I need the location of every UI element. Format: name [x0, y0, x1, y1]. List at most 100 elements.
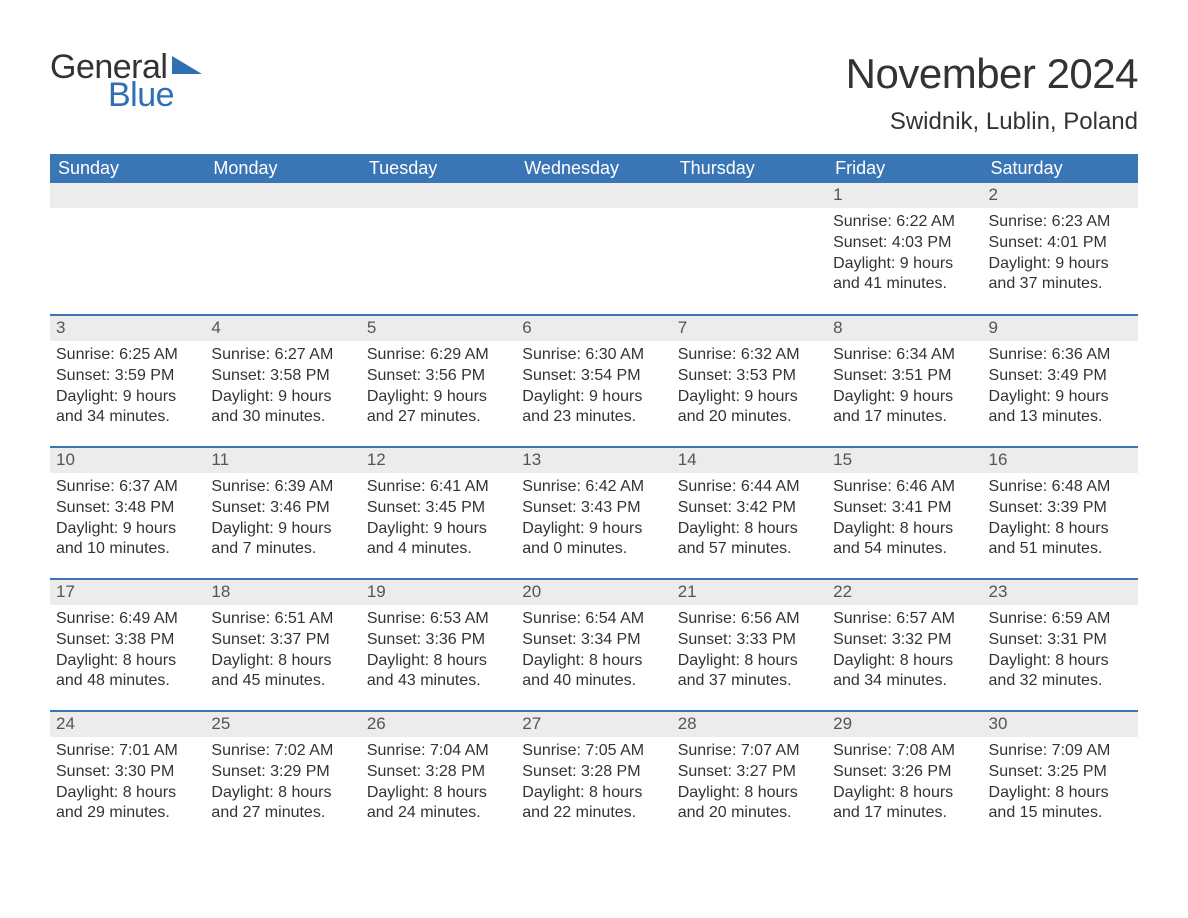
day-dl2: and 7 minutes.	[211, 539, 354, 560]
day-details: Sunrise: 7:07 AMSunset: 3:27 PMDaylight:…	[672, 737, 827, 832]
day-dl1: Daylight: 9 hours	[211, 387, 354, 408]
calendar-day-cell: 11Sunrise: 6:39 AMSunset: 3:46 PMDayligh…	[205, 447, 360, 579]
day-dl1: Daylight: 9 hours	[522, 387, 665, 408]
day-sunrise: Sunrise: 6:41 AM	[367, 477, 510, 498]
day-number-empty	[672, 183, 827, 208]
day-dl2: and 32 minutes.	[989, 671, 1132, 692]
day-number: 9	[983, 316, 1138, 341]
day-sunrise: Sunrise: 6:59 AM	[989, 609, 1132, 630]
day-number: 26	[361, 712, 516, 737]
day-sunset: Sunset: 3:53 PM	[678, 366, 821, 387]
day-number: 3	[50, 316, 205, 341]
day-details: Sunrise: 6:57 AMSunset: 3:32 PMDaylight:…	[827, 605, 982, 700]
day-dl1: Daylight: 8 hours	[56, 783, 199, 804]
calendar-day-cell	[516, 183, 671, 315]
day-dl2: and 15 minutes.	[989, 803, 1132, 824]
day-dl2: and 30 minutes.	[211, 407, 354, 428]
day-number: 28	[672, 712, 827, 737]
day-details: Sunrise: 6:29 AMSunset: 3:56 PMDaylight:…	[361, 341, 516, 436]
day-details: Sunrise: 7:01 AMSunset: 3:30 PMDaylight:…	[50, 737, 205, 832]
col-header: Tuesday	[361, 154, 516, 183]
day-number: 12	[361, 448, 516, 473]
calendar-day-cell: 21Sunrise: 6:56 AMSunset: 3:33 PMDayligh…	[672, 579, 827, 711]
calendar-day-cell: 18Sunrise: 6:51 AMSunset: 3:37 PMDayligh…	[205, 579, 360, 711]
col-header: Wednesday	[516, 154, 671, 183]
day-dl2: and 34 minutes.	[833, 671, 976, 692]
day-number: 16	[983, 448, 1138, 473]
day-number: 27	[516, 712, 671, 737]
day-sunrise: Sunrise: 6:36 AM	[989, 345, 1132, 366]
day-number-empty	[361, 183, 516, 208]
day-sunset: Sunset: 3:29 PM	[211, 762, 354, 783]
day-number: 1	[827, 183, 982, 208]
day-dl1: Daylight: 9 hours	[989, 387, 1132, 408]
day-sunrise: Sunrise: 7:05 AM	[522, 741, 665, 762]
calendar-day-cell: 1Sunrise: 6:22 AMSunset: 4:03 PMDaylight…	[827, 183, 982, 315]
day-sunrise: Sunrise: 6:51 AM	[211, 609, 354, 630]
day-number: 24	[50, 712, 205, 737]
day-details: Sunrise: 6:23 AMSunset: 4:01 PMDaylight:…	[983, 208, 1138, 303]
day-details: Sunrise: 6:22 AMSunset: 4:03 PMDaylight:…	[827, 208, 982, 303]
day-sunset: Sunset: 3:37 PM	[211, 630, 354, 651]
day-number: 2	[983, 183, 1138, 208]
day-sunrise: Sunrise: 6:22 AM	[833, 212, 976, 233]
calendar-body: 1Sunrise: 6:22 AMSunset: 4:03 PMDaylight…	[50, 183, 1138, 843]
col-header: Thursday	[672, 154, 827, 183]
day-dl1: Daylight: 8 hours	[833, 783, 976, 804]
day-sunrise: Sunrise: 6:29 AM	[367, 345, 510, 366]
calendar-day-cell: 22Sunrise: 6:57 AMSunset: 3:32 PMDayligh…	[827, 579, 982, 711]
calendar-day-cell: 30Sunrise: 7:09 AMSunset: 3:25 PMDayligh…	[983, 711, 1138, 843]
day-dl2: and 48 minutes.	[56, 671, 199, 692]
page-header: General Blue November 2024 Swidnik, Lubl…	[50, 50, 1138, 136]
day-dl2: and 23 minutes.	[522, 407, 665, 428]
day-sunset: Sunset: 3:36 PM	[367, 630, 510, 651]
day-details: Sunrise: 7:05 AMSunset: 3:28 PMDaylight:…	[516, 737, 671, 832]
calendar-day-cell: 29Sunrise: 7:08 AMSunset: 3:26 PMDayligh…	[827, 711, 982, 843]
month-title: November 2024	[846, 50, 1138, 98]
calendar-day-cell: 5Sunrise: 6:29 AMSunset: 3:56 PMDaylight…	[361, 315, 516, 447]
day-dl1: Daylight: 8 hours	[211, 651, 354, 672]
day-dl1: Daylight: 8 hours	[989, 783, 1132, 804]
day-sunrise: Sunrise: 6:49 AM	[56, 609, 199, 630]
calendar-table: Sunday Monday Tuesday Wednesday Thursday…	[50, 154, 1138, 843]
day-dl2: and 29 minutes.	[56, 803, 199, 824]
day-dl1: Daylight: 9 hours	[367, 519, 510, 540]
day-number: 14	[672, 448, 827, 473]
col-header: Saturday	[983, 154, 1138, 183]
day-sunset: Sunset: 3:38 PM	[56, 630, 199, 651]
day-details: Sunrise: 6:39 AMSunset: 3:46 PMDaylight:…	[205, 473, 360, 568]
calendar-day-cell: 15Sunrise: 6:46 AMSunset: 3:41 PMDayligh…	[827, 447, 982, 579]
day-number: 30	[983, 712, 1138, 737]
day-sunrise: Sunrise: 6:32 AM	[678, 345, 821, 366]
day-sunset: Sunset: 3:45 PM	[367, 498, 510, 519]
day-sunset: Sunset: 3:27 PM	[678, 762, 821, 783]
day-sunrise: Sunrise: 6:37 AM	[56, 477, 199, 498]
calendar-day-cell: 23Sunrise: 6:59 AMSunset: 3:31 PMDayligh…	[983, 579, 1138, 711]
day-dl1: Daylight: 8 hours	[833, 519, 976, 540]
col-header: Sunday	[50, 154, 205, 183]
calendar-day-cell: 9 Sunrise: 6:36 AMSunset: 3:49 PMDaylight…	[983, 315, 1138, 447]
day-number: 13	[516, 448, 671, 473]
day-dl2: and 4 minutes.	[367, 539, 510, 560]
day-dl1: Daylight: 9 hours	[522, 519, 665, 540]
day-number: 25	[205, 712, 360, 737]
day-sunrise: Sunrise: 6:48 AM	[989, 477, 1132, 498]
day-details: Sunrise: 6:56 AMSunset: 3:33 PMDaylight:…	[672, 605, 827, 700]
day-details: Sunrise: 6:54 AMSunset: 3:34 PMDaylight:…	[516, 605, 671, 700]
calendar-week-row: 24Sunrise: 7:01 AMSunset: 3:30 PMDayligh…	[50, 711, 1138, 843]
day-dl1: Daylight: 9 hours	[678, 387, 821, 408]
calendar-week-row: 1Sunrise: 6:22 AMSunset: 4:03 PMDaylight…	[50, 183, 1138, 315]
calendar-day-cell: 16Sunrise: 6:48 AMSunset: 3:39 PMDayligh…	[983, 447, 1138, 579]
day-sunset: Sunset: 3:49 PM	[989, 366, 1132, 387]
day-sunset: Sunset: 3:48 PM	[56, 498, 199, 519]
day-sunset: Sunset: 3:46 PM	[211, 498, 354, 519]
day-dl2: and 34 minutes.	[56, 407, 199, 428]
day-sunset: Sunset: 3:41 PM	[833, 498, 976, 519]
day-details: Sunrise: 6:37 AMSunset: 3:48 PMDaylight:…	[50, 473, 205, 568]
day-number: 6	[516, 316, 671, 341]
calendar-page: General Blue November 2024 Swidnik, Lubl…	[0, 0, 1188, 883]
calendar-day-cell	[361, 183, 516, 315]
day-sunrise: Sunrise: 7:07 AM	[678, 741, 821, 762]
calendar-day-cell: 7Sunrise: 6:32 AMSunset: 3:53 PMDaylight…	[672, 315, 827, 447]
day-sunset: Sunset: 4:01 PM	[989, 233, 1132, 254]
